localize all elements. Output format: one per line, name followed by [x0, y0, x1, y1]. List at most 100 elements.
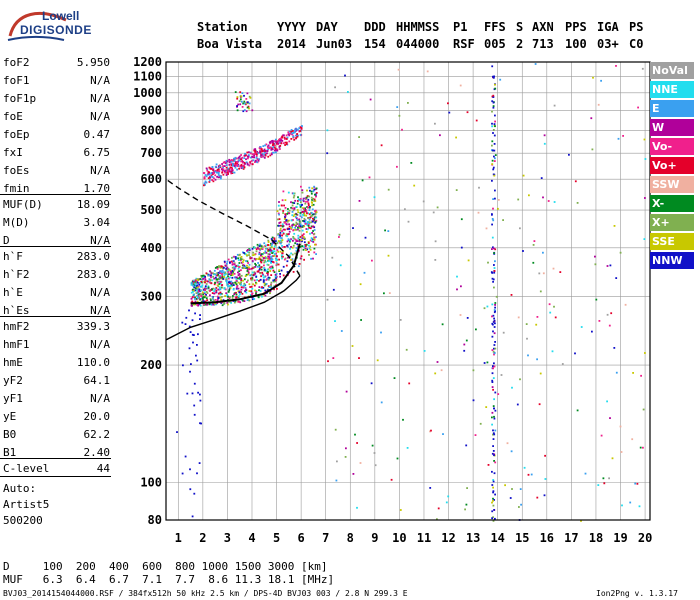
echo-point	[298, 198, 301, 201]
echo-point	[270, 286, 273, 289]
echo-point	[269, 246, 272, 249]
param-row: M(D) 3.04	[3, 216, 110, 234]
x-tick-label: 11	[417, 531, 431, 545]
echo-point	[225, 279, 228, 282]
echo-point	[238, 155, 241, 158]
echo-point	[250, 273, 253, 276]
echo-point	[305, 231, 308, 233]
noise-point	[426, 70, 429, 73]
param-value: N/A	[90, 234, 110, 247]
echo-point	[268, 257, 271, 259]
echo-point	[297, 196, 299, 199]
echo-point	[313, 238, 316, 241]
echo-point	[273, 240, 275, 242]
echo-point	[309, 227, 312, 230]
header-label-axn: AXN	[532, 20, 554, 34]
echo-point	[305, 214, 308, 217]
interference-point	[493, 353, 495, 356]
echo-point	[240, 167, 243, 169]
echo-point	[293, 232, 296, 235]
echo-point	[300, 255, 303, 258]
noise-point	[407, 102, 409, 104]
echo-point	[195, 281, 197, 284]
echo-point	[300, 201, 302, 204]
echo-point	[296, 228, 299, 231]
echo-point	[254, 262, 256, 265]
interference-point	[493, 311, 496, 314]
echo-point	[278, 224, 280, 227]
echo-point	[203, 177, 206, 179]
echo-point	[296, 219, 299, 221]
echo-point	[218, 280, 221, 283]
param-value: N/A	[90, 286, 110, 299]
echo-point	[221, 296, 223, 298]
echo-point	[313, 200, 315, 202]
noise-point	[483, 307, 486, 310]
echo-point	[209, 279, 212, 282]
noise-point	[189, 370, 191, 373]
noise-point	[384, 229, 386, 232]
x-tick-label: 5	[273, 531, 280, 545]
echo-point	[214, 170, 216, 173]
interference-point	[493, 143, 496, 145]
noise-point	[485, 227, 488, 230]
echo-point	[312, 257, 314, 260]
echo-point	[193, 284, 196, 287]
echo-point	[291, 253, 294, 256]
noise-point	[369, 98, 372, 101]
echo-point	[196, 278, 199, 281]
interference-point	[493, 344, 496, 346]
noise-point	[528, 194, 530, 197]
noise-point	[525, 323, 528, 325]
echo-point	[221, 163, 223, 165]
echo-point	[295, 137, 298, 139]
echo-point	[248, 290, 251, 292]
echo-point	[209, 294, 211, 297]
echo-point	[286, 220, 289, 223]
echo-point	[279, 232, 282, 234]
param-value: 1.70	[83, 182, 111, 195]
interference-point	[491, 122, 493, 125]
echo-point	[304, 223, 307, 225]
echo-point	[251, 277, 254, 279]
noise-point	[576, 409, 579, 412]
footer-file-info: BVJ03_2014154044000.RSF / 384fx512h 50 k…	[3, 589, 408, 598]
echo-point	[228, 289, 231, 292]
plot-frame	[165, 61, 651, 521]
echo-point	[192, 285, 195, 287]
echo-point	[259, 244, 262, 247]
x-tick-label: 16	[540, 531, 554, 545]
noise-point	[548, 303, 551, 306]
noise-point	[352, 227, 354, 229]
echo-point	[265, 143, 268, 146]
echo-point	[281, 136, 284, 139]
echo-point	[203, 288, 205, 291]
noise-point	[624, 303, 627, 306]
interference-point	[493, 75, 495, 78]
echo-point	[259, 151, 261, 154]
echo-scatter	[176, 63, 647, 522]
echo-point	[249, 156, 252, 159]
echo-point	[210, 168, 213, 170]
y-tick-label: 100	[140, 475, 162, 489]
noise-point	[196, 359, 199, 362]
echo-point	[260, 268, 263, 271]
echo-point	[267, 147, 270, 150]
echo-point	[246, 299, 249, 301]
echo-point	[223, 271, 225, 274]
echo-point	[290, 219, 293, 222]
noise-point	[456, 288, 458, 291]
echo-point	[252, 283, 254, 286]
noise-point	[642, 446, 644, 449]
echo-point	[249, 286, 252, 288]
echo-point	[218, 170, 221, 173]
echo-point	[300, 211, 303, 214]
header-value-pps: 100	[565, 37, 587, 51]
noise-point	[619, 251, 622, 254]
echo-point	[205, 294, 207, 296]
param-value: 339.3	[76, 320, 110, 333]
echo-point	[299, 257, 302, 260]
echo-point	[247, 272, 250, 274]
echo-point	[210, 172, 213, 175]
echo-point	[234, 256, 237, 258]
